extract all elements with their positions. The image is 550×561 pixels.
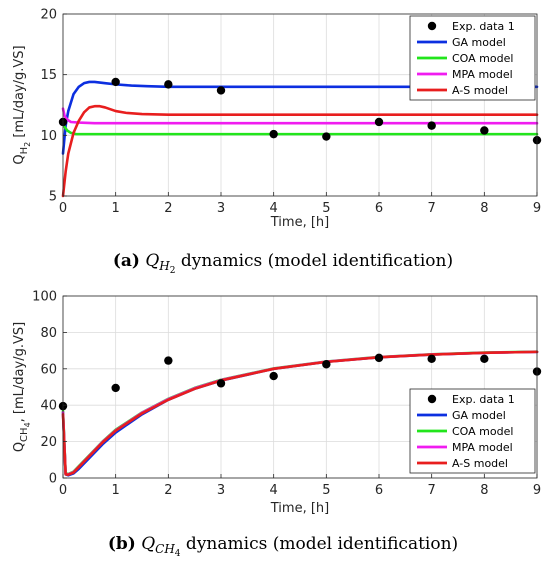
data-point [111, 383, 120, 393]
data-point [427, 121, 436, 130]
legend-entry: A-S model [452, 84, 508, 97]
x-tick-label: 8 [480, 201, 488, 216]
x-tick-label: 9 [533, 201, 541, 216]
y-tick-label: 80 [40, 326, 57, 341]
caption-a-symbol-subsub: 2 [170, 266, 176, 276]
legend-marker [427, 21, 437, 31]
y-axis-label-a-main: Q [12, 154, 27, 164]
legend-entry: MPA model [452, 68, 513, 81]
legend-entry: A-S model [452, 457, 508, 470]
series-line-a-s-model [61, 350, 539, 477]
x-ticks-a: 0 1 2 3 4 5 6 7 8 9 [59, 192, 541, 216]
data-point [374, 353, 384, 363]
plot-frame-a [62, 13, 538, 197]
x-tick-label: 5 [322, 201, 330, 216]
y-axis-label-b-rest: , [mL/day/g.VS] [12, 322, 27, 423]
caption-a: (a) QH2 dynamics (model identification) [113, 251, 453, 276]
y-axis-label-a: QH2 [mL/day/g.VS] [12, 45, 32, 164]
y-tick-label: 5 [49, 190, 57, 205]
x-axis-label-a: Time, [h] [270, 215, 329, 230]
y-axis-label-a-rest: [mL/day/g.VS] [12, 45, 27, 141]
y-axis-label-b: QCH4, [mL/day/g.VS] [12, 322, 32, 452]
caption-b-symbol-subsub: 4 [175, 549, 181, 559]
caption-b-text: dynamics (model identification) [181, 534, 459, 554]
x-tick-label: 7 [428, 201, 436, 216]
x-tick-label: 0 [59, 483, 67, 498]
legend-entry: COA model [452, 52, 513, 65]
y-axis-label-a-subsub: 2 [23, 142, 32, 147]
y-tick-label: 20 [40, 435, 57, 450]
x-tick-label: 6 [375, 483, 383, 498]
caption-a-symbol-sub: H [158, 259, 170, 273]
series-line-a-s-model [61, 104, 539, 198]
x-ticks-b: 0 1 2 3 4 5 6 7 8 9 [59, 474, 541, 498]
y-axis-label-b-sub: CH [19, 427, 30, 442]
legend-a: Exp. data 1 GA model COA model MPA model A-S… [409, 15, 536, 101]
series-line-coa-model [61, 121, 539, 136]
x-tick-label: 5 [322, 483, 330, 498]
data-point [480, 354, 489, 363]
data-point [164, 80, 173, 89]
caption-b-label: (b) [108, 534, 136, 554]
x-tick-label: 1 [112, 201, 120, 216]
legend-b: Exp. data 1 GA model COA model MPA model A-S… [409, 388, 536, 474]
caption-b-symbol: Q [141, 534, 155, 554]
y-tick-label: 100 [32, 290, 57, 305]
x-tick-label: 4 [270, 201, 278, 216]
data-point [322, 360, 331, 369]
y-axis-label-b-subsub: 4 [23, 422, 32, 427]
x-tick-label: 2 [164, 201, 172, 216]
x-tick-label: 3 [217, 483, 225, 498]
series-line-mpa-model [61, 107, 539, 125]
data-point [322, 132, 331, 141]
y-tick-label: 10 [40, 129, 57, 144]
data-point [269, 371, 278, 381]
y-tick-label: 40 [40, 399, 57, 414]
y-tick-label: 20 [40, 8, 57, 23]
data-point [480, 126, 489, 135]
legend-entry: Exp. data 1 [452, 393, 515, 406]
y-ticks-b: 0 20 40 60 80 100 [32, 290, 67, 487]
y-tick-label: 15 [40, 68, 57, 83]
series-b [58, 350, 542, 477]
y-axis-label-b-main: Q [12, 442, 27, 452]
caption-a-symbol: Q [145, 251, 159, 271]
x-tick-label: 6 [375, 201, 383, 216]
x-tick-label: 8 [480, 483, 488, 498]
data-point [216, 86, 226, 95]
x-tick-label: 7 [428, 483, 436, 498]
y-tick-label: 0 [49, 472, 57, 487]
x-tick-label: 0 [59, 201, 67, 216]
data-point [427, 354, 436, 363]
data-point [111, 77, 120, 87]
y-axis-label-a-sub: H [19, 147, 30, 155]
data-point [216, 379, 226, 388]
y-tick-label: 60 [40, 362, 57, 377]
caption-b: (b) QCH4 dynamics (model identification) [108, 534, 458, 559]
legend-entry: COA model [452, 425, 513, 438]
plot-frame-b [62, 295, 538, 479]
y-ticks-a: 5 10 15 20 [40, 8, 67, 205]
x-tick-label: 3 [217, 201, 225, 216]
legend-marker [427, 394, 437, 404]
x-tick-label: 9 [533, 483, 541, 498]
data-point [374, 117, 384, 127]
legend-entry: GA model [452, 409, 506, 422]
caption-a-text: dynamics (model identification) [176, 251, 454, 271]
x-tick-label: 4 [270, 483, 278, 498]
data-point [269, 129, 278, 139]
caption-b-symbol-sub: CH [155, 542, 175, 556]
x-tick-label: 2 [164, 483, 172, 498]
data-point [164, 356, 173, 365]
caption-a-label: (a) [113, 251, 140, 271]
legend-entry: GA model [452, 36, 506, 49]
series-a [58, 77, 542, 198]
legend-entry: Exp. data 1 [452, 20, 515, 33]
x-tick-label: 1 [112, 483, 120, 498]
x-axis-label-b: Time, [h] [270, 501, 329, 516]
legend-entry: MPA model [452, 441, 513, 454]
